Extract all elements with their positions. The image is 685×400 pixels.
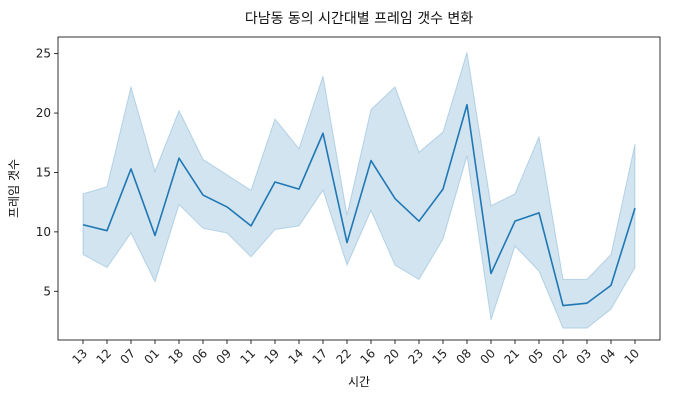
- y-tick-label: 25: [36, 47, 51, 61]
- x-tick-label: 16: [357, 346, 378, 367]
- x-tick-label: 21: [501, 346, 522, 367]
- y-tick-label: 10: [36, 225, 51, 239]
- x-tick-label: 17: [309, 346, 330, 367]
- y-axis-title: 프레임 갯수: [7, 159, 21, 218]
- x-tick-label: 12: [93, 346, 114, 367]
- y-axis: 5 10 15 20 25: [36, 47, 58, 298]
- chart-title: 다남동 동의 시간대별 프레임 갯수 변화: [245, 11, 473, 27]
- confidence-band: [82, 52, 636, 329]
- x-tick-label: 14: [285, 346, 306, 367]
- plot-frame: [57, 36, 661, 341]
- x-tick-label: 22: [333, 346, 354, 367]
- y-tick-label: 15: [36, 165, 51, 179]
- x-tick-label: 20: [381, 346, 402, 367]
- x-tick-label: 15: [429, 346, 450, 367]
- x-axis-title: 시간: [348, 375, 370, 389]
- x-axis: 13 12 07 01 18 06 09 11 19 14 17 22 16 20 23 15 08 00 21 05…: [69, 340, 642, 367]
- x-tick-label: 05: [525, 346, 546, 367]
- x-tick-label: 02: [549, 346, 570, 367]
- x-tick-label: 01: [141, 346, 162, 367]
- series-line-layer: [82, 103, 636, 307]
- y-tick-label: 20: [36, 106, 51, 120]
- confidence-band-layer: [82, 52, 636, 329]
- x-tick-label: 07: [117, 346, 138, 367]
- x-tick-label: 18: [165, 346, 186, 367]
- y-tick-label: 5: [43, 284, 51, 298]
- x-tick-label: 13: [69, 346, 90, 367]
- x-tick-label: 03: [573, 346, 594, 367]
- x-tick-label: 09: [213, 346, 234, 367]
- x-tick-label: 04: [597, 346, 618, 367]
- x-tick-label: 11: [237, 346, 258, 367]
- x-tick-label: 08: [453, 346, 474, 367]
- x-tick-label: 23: [405, 346, 426, 367]
- x-tick-label: 00: [477, 346, 498, 367]
- x-tick-label: 19: [261, 346, 282, 367]
- x-tick-label: 06: [189, 346, 210, 367]
- series-line: [82, 103, 636, 307]
- x-tick-label: 10: [621, 346, 642, 367]
